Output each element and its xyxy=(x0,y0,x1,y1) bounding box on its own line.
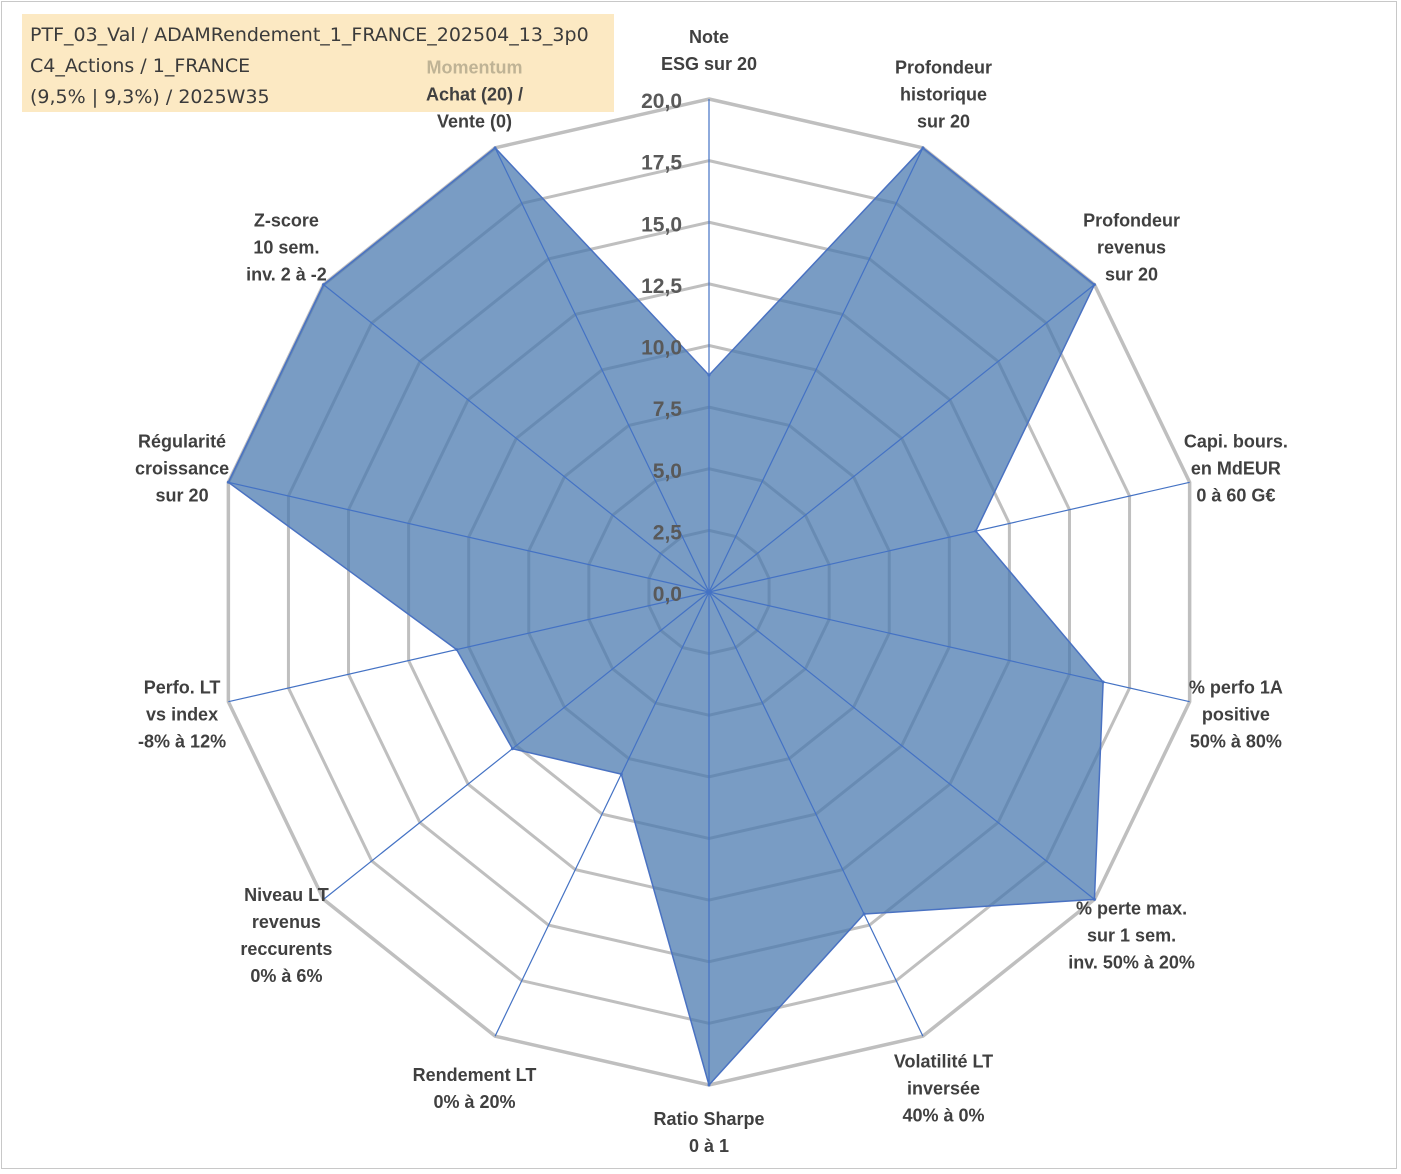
tick-label-8: 20,0 xyxy=(641,90,682,113)
category-label-3-line-1: en MdEUR xyxy=(1191,459,1281,479)
portfolio-info-box: PTF_03_Val / ADAMRendement_1_FRANCE_2025… xyxy=(22,14,614,112)
tick-label-7: 17,5 xyxy=(641,152,682,175)
spoke-10 xyxy=(228,591,710,703)
category-label-13-line-1: Achat (20) / xyxy=(426,84,523,104)
category-label-0-line-0: Note xyxy=(689,27,729,47)
spoke-6 xyxy=(708,591,924,1037)
tick-label-2: 5,0 xyxy=(653,460,682,483)
spoke-8 xyxy=(494,591,710,1037)
radial-tick-labels: 0,0 2,5 5,0 7,5 10,0 12,5 15,0 17,5 20,0 xyxy=(641,90,682,606)
category-label-11-line-0: Régularité xyxy=(138,432,226,452)
spoke-12 xyxy=(323,284,710,593)
tick-label-5: 12,5 xyxy=(641,275,682,298)
spoke-9 xyxy=(323,591,710,900)
category-label-8-line-0: Rendement LT xyxy=(413,1065,537,1085)
category-label-12-line-1: 10 sem. xyxy=(253,237,319,257)
category-label-9-line-2: reccurents xyxy=(240,939,332,959)
category-label-6-line-2: 40% à 0% xyxy=(902,1106,984,1126)
tick-label-3: 7,5 xyxy=(653,398,683,421)
asset-class-line: C4_Actions / 1_FRANCE xyxy=(30,55,251,77)
performance-week-line: (9,5% | 9,3%) / 2025W35 xyxy=(30,86,270,108)
spoke-1 xyxy=(708,147,924,593)
category-label-13-line-2: Vente (0) xyxy=(437,111,512,131)
category-label-12-line-2: inv. 2 à -2 xyxy=(246,264,327,284)
category-label-10-line-0: Perfo. LT xyxy=(144,677,221,697)
category-label-8-line-1: 0% à 20% xyxy=(433,1092,515,1112)
tick-label-4: 10,0 xyxy=(641,337,682,360)
category-label-5-line-1: sur 1 sem. xyxy=(1087,926,1176,946)
category-label-6-line-0: Volatilité LT xyxy=(894,1052,993,1072)
category-label-9-line-3: 0% à 6% xyxy=(250,966,322,986)
spoke-11 xyxy=(228,481,710,593)
category-label-5-line-0: % perte max. xyxy=(1076,899,1187,919)
category-label-12-line-0: Z-score xyxy=(254,210,319,230)
category-label-4-line-0: % perfo 1A xyxy=(1189,677,1283,697)
category-label-13-line-0: Momentum xyxy=(426,57,522,77)
category-label-4-line-2: 50% à 80% xyxy=(1190,731,1282,751)
category-label-0-line-1: ESG sur 20 xyxy=(661,54,757,74)
category-label-10-line-1: vs index xyxy=(146,704,218,724)
category-label-2-line-2: sur 20 xyxy=(1105,264,1158,284)
spoke-5 xyxy=(708,591,1095,900)
category-label-2-line-1: revenus xyxy=(1097,237,1166,257)
category-label-4-line-1: positive xyxy=(1202,704,1270,724)
tick-label-6: 15,0 xyxy=(641,213,682,236)
category-label-9-line-0: Niveau LT xyxy=(244,885,329,905)
category-label-7-line-0: Ratio Sharpe xyxy=(653,1109,764,1129)
category-label-1-line-2: sur 20 xyxy=(917,111,970,131)
category-labels: Note ESG sur 20 Profondeur historique sur 20… xyxy=(135,27,1288,1156)
category-label-3-line-0: Capi. bours. xyxy=(1184,432,1288,452)
spoke-2 xyxy=(708,284,1095,593)
category-label-1-line-0: Profondeur xyxy=(895,57,992,77)
category-label-2-line-0: Profondeur xyxy=(1083,210,1180,230)
spoke-13 xyxy=(494,147,710,593)
category-label-5-line-2: inv. 50% à 20% xyxy=(1068,953,1195,973)
tick-label-0: 0,0 xyxy=(653,583,682,606)
tick-label-1: 2,5 xyxy=(653,521,683,544)
category-label-9-line-1: revenus xyxy=(252,912,321,932)
category-label-7-line-1: 0 à 1 xyxy=(689,1136,729,1156)
category-label-3-line-2: 0 à 60 G€ xyxy=(1196,486,1275,506)
radar-spokes xyxy=(228,99,1190,1085)
category-label-10-line-2: -8% à 12% xyxy=(138,731,226,751)
portfolio-id-line: PTF_03_Val / ADAMRendement_1_FRANCE_2025… xyxy=(30,24,589,46)
category-label-1-line-1: historique xyxy=(900,84,987,104)
category-label-6-line-1: inversée xyxy=(907,1079,980,1099)
category-label-11-line-1: croissance xyxy=(135,459,229,479)
spoke-3 xyxy=(708,481,1190,593)
spoke-4 xyxy=(708,591,1190,703)
category-label-11-line-2: sur 20 xyxy=(156,486,209,506)
